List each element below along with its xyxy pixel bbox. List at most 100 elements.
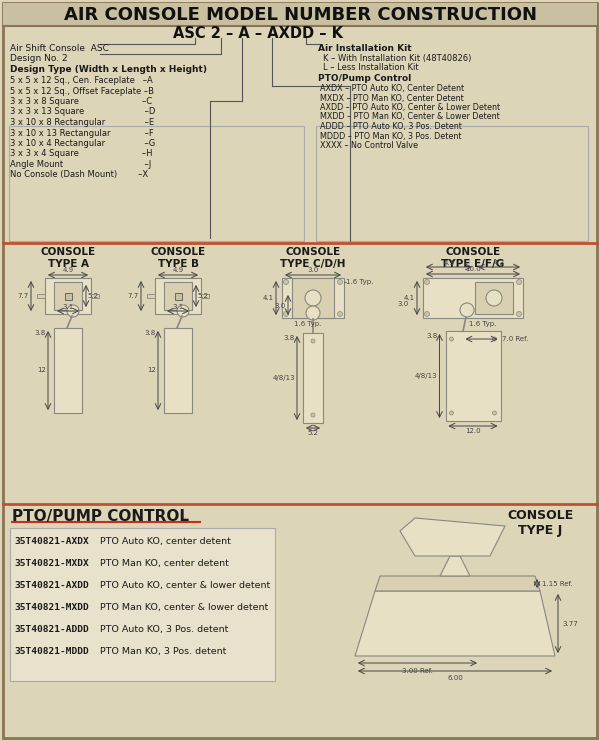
- Text: Air Installation Kit: Air Installation Kit: [318, 44, 412, 53]
- Circle shape: [177, 305, 189, 317]
- Text: PTO Auto KO, center & lower detent: PTO Auto KO, center & lower detent: [100, 581, 270, 590]
- Bar: [65, 293, 71, 299]
- Text: 3 x 10 x 8 Rectangular               –E: 3 x 10 x 8 Rectangular –E: [10, 118, 154, 127]
- Text: PTO/PUMP CONTROL: PTO/PUMP CONTROL: [12, 509, 189, 524]
- Text: 4.9: 4.9: [62, 267, 74, 273]
- Text: PTO Auto KO, 3 Pos. detent: PTO Auto KO, 3 Pos. detent: [100, 625, 229, 634]
- Bar: [155, 278, 201, 314]
- Text: AXDD – PTO Auto KO, Center & Lower Detent: AXDD – PTO Auto KO, Center & Lower Deten…: [320, 103, 500, 112]
- Circle shape: [337, 279, 343, 285]
- Circle shape: [517, 279, 521, 285]
- Circle shape: [305, 290, 321, 306]
- Circle shape: [311, 413, 315, 417]
- Text: 5.2: 5.2: [308, 430, 319, 436]
- Text: CONSOLE
TYPE A: CONSOLE TYPE A: [40, 247, 95, 268]
- Text: 4.1: 4.1: [263, 295, 274, 301]
- Bar: [9, 126, 304, 241]
- Text: 6.00: 6.00: [447, 675, 463, 681]
- Circle shape: [486, 290, 502, 306]
- Text: 3 x 10 x 4 Rectangular               –G: 3 x 10 x 4 Rectangular –G: [10, 139, 155, 148]
- Circle shape: [67, 305, 79, 317]
- Bar: [282, 278, 344, 318]
- Text: Angle Mount                               –J: Angle Mount –J: [10, 160, 151, 169]
- Text: ADDD – PTO Auto KO, 3 Pos. Detent: ADDD – PTO Auto KO, 3 Pos. Detent: [320, 122, 462, 131]
- Text: 5 x 5 x 12 Sq., Cen. Faceplate   –A: 5 x 5 x 12 Sq., Cen. Faceplate –A: [10, 76, 153, 85]
- Circle shape: [337, 311, 343, 316]
- Text: 3.8: 3.8: [284, 335, 295, 341]
- Text: 1.6 Typ.: 1.6 Typ.: [346, 279, 373, 285]
- Text: 5.2: 5.2: [87, 293, 98, 299]
- Text: 4.3: 4.3: [493, 260, 505, 266]
- Text: 7.7: 7.7: [18, 293, 29, 299]
- Text: MXDX – PTO Man KO, Center Detent: MXDX – PTO Man KO, Center Detent: [320, 93, 464, 102]
- Text: 3 x 3 x 4 Square                        –H: 3 x 3 x 4 Square –H: [10, 150, 152, 159]
- Text: L – Less Installation Kit: L – Less Installation Kit: [323, 63, 419, 72]
- Text: CONSOLE
TYPE E/F/G: CONSOLE TYPE E/F/G: [442, 247, 505, 268]
- Text: PTO Man KO, center & lower detent: PTO Man KO, center & lower detent: [100, 603, 268, 612]
- Text: 3.8: 3.8: [145, 330, 156, 336]
- Bar: [475, 282, 513, 314]
- Text: 3.8: 3.8: [35, 330, 46, 336]
- Text: CONSOLE
TYPE B: CONSOLE TYPE B: [151, 247, 206, 268]
- Text: 7.7: 7.7: [128, 293, 139, 299]
- Text: 5 x 5 x 12 Sq., Offset Faceplate –B: 5 x 5 x 12 Sq., Offset Faceplate –B: [10, 87, 154, 96]
- Text: 3.77: 3.77: [562, 621, 578, 627]
- Text: 3.0: 3.0: [307, 267, 319, 273]
- Circle shape: [449, 337, 454, 341]
- Bar: [201, 294, 209, 298]
- Text: MXDD – PTO Man KO, Center & Lower Detent: MXDD – PTO Man KO, Center & Lower Detent: [320, 113, 500, 122]
- Text: PTO Man KO, 3 Pos. detent: PTO Man KO, 3 Pos. detent: [100, 647, 226, 656]
- Polygon shape: [400, 518, 505, 556]
- Text: Air Shift Console  ASC: Air Shift Console ASC: [10, 44, 109, 53]
- Text: 3 x 3 x 13 Square                       –D: 3 x 3 x 13 Square –D: [10, 107, 155, 116]
- Text: 5.2: 5.2: [197, 293, 208, 299]
- Text: 4.9: 4.9: [172, 267, 184, 273]
- Bar: [164, 282, 192, 310]
- Text: PTO Man KO, center detent: PTO Man KO, center detent: [100, 559, 229, 568]
- Circle shape: [449, 411, 454, 415]
- Text: AXDX – PTO Auto KO, Center Detent: AXDX – PTO Auto KO, Center Detent: [320, 84, 464, 93]
- Text: 4.3: 4.3: [443, 260, 455, 266]
- Text: 3.0: 3.0: [398, 301, 409, 307]
- Circle shape: [425, 311, 430, 316]
- Text: 35T40821-MXDD: 35T40821-MXDD: [14, 603, 89, 612]
- Circle shape: [284, 311, 289, 316]
- Text: 3.1: 3.1: [62, 304, 74, 310]
- Text: ASC 2 – A – AXDD – K: ASC 2 – A – AXDD – K: [173, 27, 343, 41]
- Bar: [316, 126, 588, 241]
- Text: AIR CONSOLE MODEL NUMBER CONSTRUCTION: AIR CONSOLE MODEL NUMBER CONSTRUCTION: [64, 6, 536, 24]
- Text: 3.1: 3.1: [172, 304, 184, 310]
- Text: Design Type (Width x Length x Height): Design Type (Width x Length x Height): [10, 65, 207, 74]
- Text: 3 x 3 x 8 Square                        –C: 3 x 3 x 8 Square –C: [10, 97, 152, 106]
- Polygon shape: [440, 556, 470, 576]
- Text: 1.6 Typ.: 1.6 Typ.: [469, 321, 497, 327]
- Bar: [54, 328, 82, 413]
- Circle shape: [493, 337, 497, 341]
- Text: 3 x 10 x 13 Rectangular             –F: 3 x 10 x 13 Rectangular –F: [10, 128, 154, 138]
- Polygon shape: [375, 576, 540, 591]
- Text: PTO/Pump Control: PTO/Pump Control: [318, 74, 411, 83]
- Bar: [164, 328, 192, 413]
- Bar: [3, 3, 597, 26]
- Bar: [10, 528, 275, 681]
- Text: 1.6 Typ.: 1.6 Typ.: [295, 321, 322, 327]
- Text: 35T40821-MXDX: 35T40821-MXDX: [14, 559, 89, 568]
- Text: 4.1: 4.1: [404, 295, 415, 301]
- Text: No Console (Dash Mount)        –X: No Console (Dash Mount) –X: [10, 170, 148, 179]
- Circle shape: [460, 303, 474, 317]
- Bar: [292, 278, 334, 318]
- Bar: [445, 331, 500, 421]
- Circle shape: [517, 311, 521, 316]
- Text: XXXX – No Control Valve: XXXX – No Control Valve: [320, 141, 418, 150]
- Bar: [423, 278, 523, 318]
- Text: 7.0 Ref.: 7.0 Ref.: [503, 336, 529, 342]
- Circle shape: [306, 306, 320, 320]
- Text: CONSOLE
TYPE J: CONSOLE TYPE J: [507, 509, 573, 537]
- Text: 12: 12: [37, 368, 46, 373]
- Text: 3.0: 3.0: [275, 303, 286, 309]
- Text: 3.8: 3.8: [426, 333, 437, 339]
- Text: 35T40821-ADDD: 35T40821-ADDD: [14, 625, 89, 634]
- Bar: [147, 294, 155, 298]
- Circle shape: [311, 339, 315, 343]
- Circle shape: [425, 279, 430, 285]
